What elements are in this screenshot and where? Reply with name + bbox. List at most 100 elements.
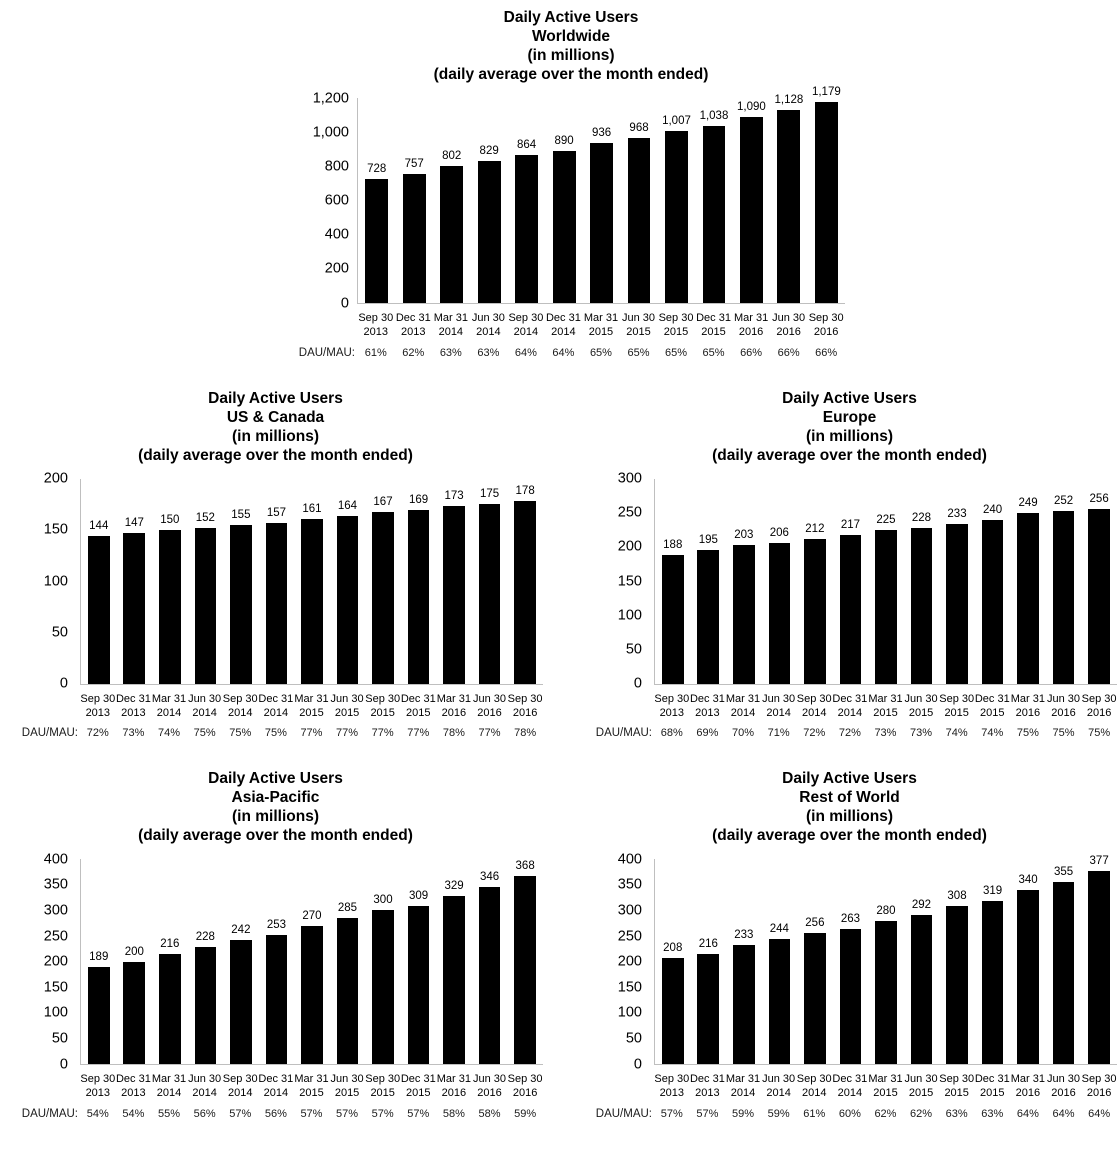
x-labels: Sep 30 2013 Dec 31 2013 Mar 31 2014 Jun 30 … (654, 1072, 1117, 1101)
bar-value-label: 188 (663, 539, 683, 552)
x-tick-label: Jun 30 2016 (1046, 1073, 1081, 1100)
chart-title: Daily Active Users Asia-Pacific (in mill… (8, 769, 543, 845)
dau-mau-value: 54% (86, 1107, 109, 1120)
bar: 228 (910, 512, 933, 684)
x-tick-label: Jun 30 2014 (188, 1073, 222, 1100)
chart-title-line: (daily average over the month ended) (138, 827, 413, 845)
x-tick-label: Dec 31 2014 (832, 1073, 868, 1100)
dau-mau-value: 73% (122, 727, 145, 740)
dau-mau-value: 65% (665, 346, 688, 359)
bar-value-label: 155 (231, 508, 251, 521)
bar-slot: 757 (395, 98, 432, 303)
bar-value-label: 206 (769, 526, 789, 539)
chart-title-line: Daily Active Users (208, 389, 343, 407)
bar-value-label: 728 (367, 162, 387, 175)
bar: 233 (946, 509, 968, 684)
x-tick-label: Jun 30 2016 (472, 1073, 507, 1100)
x-tick-label: Jun 30 2014 (762, 1073, 796, 1100)
dau-mau-value: 72% (803, 727, 826, 740)
bar: 968 (627, 122, 651, 303)
bar: 216 (158, 938, 181, 1065)
bar: 890 (552, 135, 576, 303)
dau-mau-value: 75% (1088, 727, 1111, 740)
bar-slot: 256 (797, 859, 833, 1065)
bar: 178 (514, 486, 536, 684)
dau-mau-value: 55% (158, 1107, 181, 1120)
x-tick-label: Sep 30 2014 (222, 692, 258, 719)
x-tick-label: Jun 30 2014 (762, 692, 796, 719)
x-tick-label: Dec 31 2014 (832, 692, 868, 719)
plot-row: 0 200 400 600 800 1,000 1,200 728 757 802 829 864 8… (297, 86, 845, 310)
dau-mau-value: 71% (767, 727, 790, 740)
bar-value-label: 280 (876, 904, 896, 917)
y-axis: 0 200 400 600 800 1,000 1,200 (297, 91, 357, 310)
chart-title-line: (daily average over the month ended) (712, 827, 987, 845)
chart-title-line: (in millions) (806, 808, 893, 826)
x-tick-label: Jun 30 2016 (1046, 692, 1081, 719)
plot-area: 189 200 216 228 242 253 270 285 300 309 329 346 368 (80, 859, 543, 1066)
dau-mau-label: DAU/MAU: (21, 1107, 78, 1120)
x-axis-spacer (297, 311, 357, 340)
x-tick-label: Sep 30 2014 (796, 692, 832, 719)
x-axis-spacer (8, 1072, 80, 1101)
x-tick-label: Sep 30 2015 (658, 312, 694, 339)
bar: 829 (477, 146, 501, 303)
bar: 253 (265, 919, 288, 1065)
bar: 329 (443, 880, 465, 1065)
bar-slot: 147 (117, 479, 153, 684)
dau-mau-value: 59% (767, 1107, 790, 1120)
bar: 355 (1052, 867, 1075, 1065)
dau-mau-value: 75% (264, 727, 287, 740)
bar-slot: 216 (691, 859, 727, 1065)
bar: 200 (123, 946, 146, 1065)
bar-value-label: 1,007 (662, 114, 691, 127)
x-tick-label: Jun 30 2014 (188, 692, 222, 719)
bar-value-label: 757 (404, 157, 424, 170)
bar: 864 (515, 140, 539, 303)
y-axis: 0 50 100 150 200 250 300 350 400 (582, 852, 654, 1071)
chart-title-line: Asia-Pacific (231, 789, 320, 807)
x-axis-labels: Sep 30 2013 Dec 31 2013 Mar 31 2014 Jun 30 … (582, 692, 1117, 721)
bar-value-label: 340 (1018, 873, 1038, 886)
y-tick-label: 300 (617, 902, 642, 919)
bar-value-label: 249 (1018, 497, 1038, 510)
chart-title: Daily Active Users Rest of World (in mil… (582, 769, 1117, 845)
dau-mau-values: 61% 62% 63% 63% 64% 64% 65% 65% 65% 65% 66% 66% 66% (357, 347, 845, 359)
dau-mau-value: 61% (364, 346, 387, 359)
bar: 309 (407, 890, 430, 1065)
bar-slot: 175 (472, 479, 508, 684)
bar-slot: 203 (726, 479, 762, 684)
y-tick-label: 300 (43, 902, 68, 919)
charts-row-middle: Daily Active Users US & Canada (in milli… (0, 389, 1119, 740)
x-tick-label: Sep 30 2016 (1081, 692, 1117, 719)
x-tick-label: Mar 31 2014 (725, 1073, 761, 1100)
dau-mau-value: 70% (732, 727, 755, 740)
figure-page: Daily Active Users Worldwide (in million… (0, 8, 1119, 1120)
bar-slot: 728 (358, 98, 395, 303)
x-axis-labels: Sep 30 2013 Dec 31 2013 Mar 31 2014 Jun 30 … (8, 1072, 543, 1101)
x-tick-label: Sep 30 2014 (508, 312, 544, 339)
chart-title-line: (in millions) (232, 427, 319, 445)
dau-mau-value: 57% (300, 1107, 323, 1120)
dau-mau-value: 77% (371, 727, 394, 740)
x-tick-label: Sep 30 2013 (654, 1073, 690, 1100)
cell-asia-pacific: Daily Active Users Asia-Pacific (in mill… (0, 769, 560, 1120)
bar: 195 (697, 535, 720, 684)
x-tick-label: Dec 31 2013 (115, 692, 151, 719)
bar-slot: 252 (1046, 479, 1082, 684)
x-axis-labels: Sep 30 2013 Dec 31 2013 Mar 31 2014 Jun 30 … (582, 1072, 1117, 1101)
y-tick-label: 0 (340, 294, 349, 311)
bar-slot: 228 (904, 479, 940, 684)
bar-slot: 150 (152, 479, 188, 684)
chart-title: Daily Active Users Worldwide (in million… (297, 8, 845, 84)
y-tick-label: 200 (617, 953, 642, 970)
dau-mau-value: 78% (442, 727, 465, 740)
y-axis: 0 50 100 150 200 (8, 471, 80, 690)
dau-mau-value: 60% (838, 1107, 861, 1120)
bar-slot: 233 (939, 479, 975, 684)
bar-value-label: 175 (480, 488, 500, 501)
bar-slot: 155 (223, 479, 259, 684)
bar-value-label: 968 (629, 121, 649, 134)
dau-mau-label: DAU/MAU: (595, 727, 652, 740)
dau-mau-value: 75% (1016, 727, 1039, 740)
